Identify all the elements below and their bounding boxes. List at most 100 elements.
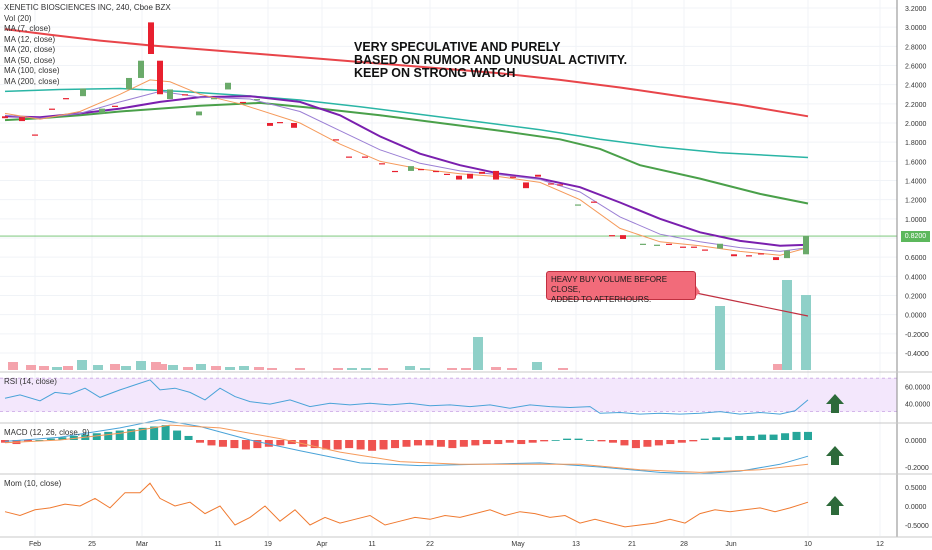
volume-bar	[196, 364, 206, 370]
price-tick-label: 0.0000	[905, 313, 927, 320]
macd-hist-bar	[413, 440, 422, 446]
candle	[63, 98, 69, 100]
ma-line-ma50	[4, 101, 809, 205]
macd-hist-bar	[631, 440, 640, 449]
macd-tick-label: -0.2000	[905, 465, 929, 472]
headline-note: VERY SPECULATIVE AND PURELY BASED ON RUM…	[354, 41, 627, 80]
volume-bar	[461, 368, 471, 370]
price-tick-label: -0.2000	[905, 332, 929, 339]
price-tick-label: 1.8000	[905, 140, 927, 147]
time-tick-label: 21	[628, 541, 636, 548]
volume-bar	[77, 360, 87, 370]
candle	[408, 166, 414, 171]
candle	[49, 108, 55, 110]
macd-hist-bar	[735, 435, 744, 440]
macd-hist-bar	[723, 437, 732, 440]
volume-bar	[8, 362, 18, 370]
macd-hist-bar	[276, 440, 285, 446]
candle	[196, 111, 202, 116]
time-tick-label: 25	[88, 541, 96, 548]
macd-hist-bar	[574, 438, 583, 440]
candle	[591, 201, 597, 203]
macd-hist-bar	[161, 425, 170, 440]
last-price-tag: 0.8200	[901, 231, 930, 242]
macd-hist-bar	[127, 429, 136, 440]
callout-line-2: ADDED TO AFTERHOURS.	[551, 295, 652, 304]
mom-tick-label: -0.5000	[905, 523, 929, 530]
legend-ma7: MA (7, close)	[4, 24, 51, 33]
volume-bar	[773, 364, 783, 370]
macd-hist-bar	[402, 440, 411, 447]
volume-bar	[110, 364, 120, 370]
macd-hist-bar	[241, 440, 250, 450]
candle	[19, 117, 25, 122]
volume-bar	[254, 367, 264, 370]
macd-hist-bar	[597, 440, 606, 442]
candle	[467, 173, 473, 179]
candle	[784, 250, 790, 259]
macd-hist-bar	[517, 440, 526, 445]
volume-bars	[8, 280, 811, 370]
volume-bar	[347, 368, 357, 370]
volume-bar	[225, 367, 235, 370]
volume-bar	[715, 306, 725, 370]
macd-hist-bar	[643, 440, 652, 447]
price-tick-label: 1.0000	[905, 217, 927, 224]
volume-bar	[558, 368, 568, 370]
mom-tick-label: 0.0000	[905, 504, 927, 511]
candle	[112, 105, 118, 107]
macd-hist-bar	[92, 433, 101, 440]
legend-vol: Vol (20)	[4, 13, 32, 23]
time-tick-label: Jun	[725, 541, 736, 548]
price-tick-label: 2.0000	[905, 121, 927, 128]
macd-hist-bar	[781, 433, 790, 440]
candle	[277, 122, 283, 124]
mom-up-arrow-icon	[826, 496, 844, 515]
macd-hist-bar	[620, 440, 629, 446]
macd-hist-bar	[448, 440, 457, 449]
rsi-band	[0, 378, 897, 412]
chart-legend: XENETIC BIOSCIENCES INC, 240, Cboe BZX V…	[4, 3, 171, 87]
macd-hist-bar	[482, 440, 491, 445]
macd-hist-bar	[379, 440, 388, 450]
macd-hist-bar	[436, 440, 445, 447]
macd-hist-bar	[471, 440, 480, 446]
macd-hist-bar	[184, 435, 193, 440]
price-tick-label: 1.6000	[905, 159, 927, 166]
candle	[379, 163, 385, 165]
volume-bar	[333, 368, 343, 370]
macd-hist-bar	[104, 431, 113, 440]
rsi-tick-label: 40.0000	[905, 401, 930, 408]
ma-line-ma20	[4, 95, 809, 247]
candle	[444, 173, 450, 175]
time-tick-label: May	[511, 541, 525, 548]
ma-line-ma12	[4, 90, 809, 252]
macd-hist-bar	[563, 438, 572, 440]
time-tick-label: Mar	[136, 541, 149, 548]
macd-hist-bar	[758, 434, 767, 440]
headline-line-3: KEEP ON STRONG WATCH	[354, 66, 516, 80]
candle	[433, 170, 439, 173]
volume-bar	[168, 365, 178, 370]
candle	[575, 204, 581, 206]
time-tick-label: Feb	[29, 541, 41, 548]
legend-ma20: MA (20, close)	[4, 45, 56, 54]
macd-hist-bar	[207, 440, 216, 446]
volume-bar	[151, 362, 161, 370]
callout-pointer	[695, 292, 809, 317]
macd-tick-label: 0.0000	[905, 438, 927, 445]
volume-bar	[801, 295, 811, 370]
volume-bar	[93, 365, 103, 370]
macd-hist-bar	[310, 440, 319, 449]
macd-hist-bar	[459, 440, 468, 447]
candle	[182, 94, 188, 96]
macd-hist-bar	[287, 440, 296, 445]
candle	[640, 243, 646, 245]
candle	[126, 77, 132, 90]
candle	[418, 169, 424, 171]
macd-hist-bar	[58, 437, 67, 440]
candle	[99, 108, 105, 114]
candle	[157, 60, 163, 95]
macd-hist-bar	[551, 440, 560, 441]
